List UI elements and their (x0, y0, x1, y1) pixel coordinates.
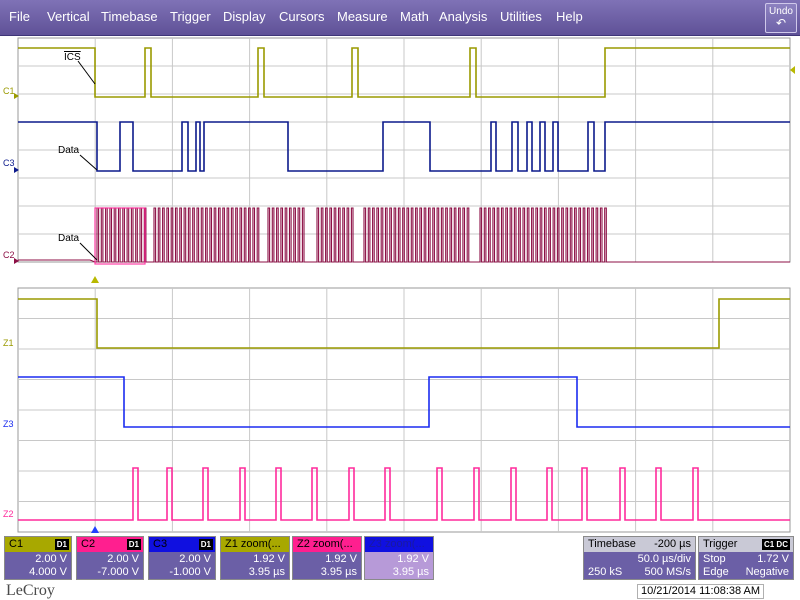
c3-trace (18, 121, 790, 172)
zoom-z2-time: 3.95 µs (320, 566, 357, 578)
channel-c3-volts: 2.00 V (179, 553, 211, 565)
timebase-label: Timebase (588, 538, 636, 550)
trigger-level: 1.72 V (757, 553, 789, 565)
zoom-z3-header: Z3 zoom(... (365, 537, 433, 552)
menu-cursors[interactable]: Cursors (279, 9, 325, 24)
c1-trace-label: C1 (3, 86, 15, 96)
menu-display[interactable]: Display (223, 9, 266, 24)
z2-trace-label: Z2 (3, 509, 14, 519)
lecroy-logo: LeCroy (6, 582, 55, 599)
z1-trace (18, 298, 790, 349)
zoom-z3-box[interactable]: Z3 zoom(... 1.92 V 3.95 µs (364, 536, 434, 580)
channel-c2-name: C2 (77, 537, 143, 552)
channel-c3-offset: -1.000 V (169, 566, 211, 578)
c2-zoom-region (94, 207, 146, 265)
zoom-z2-header: Z2 zoom(... (293, 537, 361, 552)
menu-bar: File Vertical Timebase Trigger Display C… (0, 0, 800, 36)
z3-trace (18, 376, 790, 428)
zoom-z1-header: Z1 zoom(... (221, 537, 289, 552)
zoom-z3-label: zoom(... (384, 538, 425, 550)
zoom-z2-volts: 1.92 V (325, 553, 357, 565)
zoom-trigger-position-marker (91, 526, 99, 533)
zoom-z2-body (293, 552, 361, 579)
trigger-type: Edge (703, 566, 729, 578)
z1-trace-label: Z1 (3, 338, 14, 348)
channel-c3-body (149, 552, 215, 579)
menu-timebase[interactable]: Timebase (101, 9, 158, 24)
channel-c3-tag: D1 (198, 539, 213, 550)
channel-c1-offset: 4.000 V (29, 566, 67, 578)
zoom-z3-volts: 1.92 V (397, 553, 429, 565)
data-annotation-c3: Data (58, 145, 80, 156)
timebase-samples: 250 kS (588, 566, 623, 578)
zoom-z1-volts: 1.92 V (253, 553, 285, 565)
zoom-z2-label: zoom(... (312, 538, 353, 550)
undo-arrow-icon: ↶ (775, 16, 787, 30)
channel-c1-volts: 2.00 V (35, 553, 67, 565)
channel-c1-box[interactable]: C1 D1 2.00 V 4.000 V (4, 536, 72, 580)
channel-c3-name: C3 (149, 537, 215, 552)
menu-help[interactable]: Help (556, 9, 583, 24)
menu-measure[interactable]: Measure (337, 9, 388, 24)
channel-c2-body (77, 552, 143, 579)
z3-trace-label: Z3 (3, 419, 14, 429)
c2-trace-label: C2 (3, 250, 15, 260)
data-c3-leader (79, 154, 98, 171)
menu-math[interactable]: Math (400, 9, 429, 24)
trigger-tag: C1 DC (761, 539, 790, 550)
undo-button[interactable]: Undo ↶ (765, 3, 797, 33)
menu-vertical[interactable]: Vertical (47, 9, 90, 24)
timebase-box[interactable]: Timebase -200 µs 50.0 µs/div 250 kS 500 … (583, 536, 696, 580)
menu-utilities[interactable]: Utilities (500, 9, 542, 24)
z2-trace (18, 467, 790, 521)
c2-trace (18, 207, 790, 263)
zoom-z3-time: 3.95 µs (392, 566, 429, 578)
channel-c1-name: C1 (5, 537, 71, 552)
ics-leader (77, 60, 96, 85)
waveform-canvas (14, 37, 795, 533)
c1-trace (18, 47, 790, 98)
waveform-display[interactable]: C1 C3 C2 Z1 Z3 Z2 ICS Data Data (0, 36, 800, 534)
zoom-z2-box[interactable]: Z2 zoom(... 1.92 V 3.95 µs (292, 536, 362, 580)
c3-trace-label: C3 (3, 158, 15, 168)
c2-ground-marker (14, 258, 19, 264)
channel-c2-volts: 2.00 V (107, 553, 139, 565)
menu-analysis[interactable]: Analysis (439, 9, 488, 24)
channel-c2-offset: -7.000 V (97, 566, 139, 578)
menu-trigger[interactable]: Trigger (170, 9, 211, 24)
status-panel: C1 D1 2.00 V 4.000 V C2 D1 2.00 V -7.000… (0, 536, 800, 582)
timestamp: 10/21/2014 11:08:38 AM (637, 584, 765, 599)
timebase-per-div: 50.0 µs/div (637, 553, 691, 565)
trigger-label: Trigger (703, 538, 738, 550)
channel-c1-body (5, 552, 71, 579)
channel-c2-tag: D1 (126, 539, 141, 550)
c1-ground-marker (14, 93, 19, 99)
c3-ground-marker (14, 167, 19, 173)
zoom-z1-body (221, 552, 289, 579)
trigger-position-marker (91, 276, 99, 283)
menu-file[interactable]: File (9, 9, 30, 24)
timebase-delay: -200 µs (654, 538, 691, 550)
channel-c3-box[interactable]: C3 D1 2.00 V -1.000 V (148, 536, 216, 580)
undo-label: Undo (769, 6, 793, 17)
trigger-header: Trigger C1 DC (699, 537, 793, 552)
timebase-header: Timebase -200 µs (584, 537, 695, 552)
trigger-box[interactable]: Trigger C1 DC Stop 1.72 V Edge Negative (698, 536, 794, 580)
channel-c2-box[interactable]: C2 D1 2.00 V -7.000 V (76, 536, 144, 580)
data-c2-leader (79, 242, 98, 261)
ics-annotation: ICS (64, 52, 81, 63)
zoom-z2-name: Z2 (297, 538, 310, 550)
trigger-level-marker (790, 66, 795, 74)
zoom-z1-time: 3.95 µs (248, 566, 285, 578)
zoom-z1-name: Z1 (225, 538, 238, 550)
channel-c1-tag: D1 (54, 539, 69, 550)
zoom-z1-label: zoom(... (240, 538, 281, 550)
trigger-mode: Stop (703, 553, 726, 565)
data-annotation-c2: Data (58, 233, 80, 244)
timebase-rate: 500 MS/s (644, 566, 691, 578)
trigger-slope: Negative (745, 566, 789, 578)
zoom-z1-box[interactable]: Z1 zoom(... 1.92 V 3.95 µs (220, 536, 290, 580)
zoom-z3-body (365, 552, 433, 579)
zoom-z3-name: Z3 (369, 538, 382, 550)
